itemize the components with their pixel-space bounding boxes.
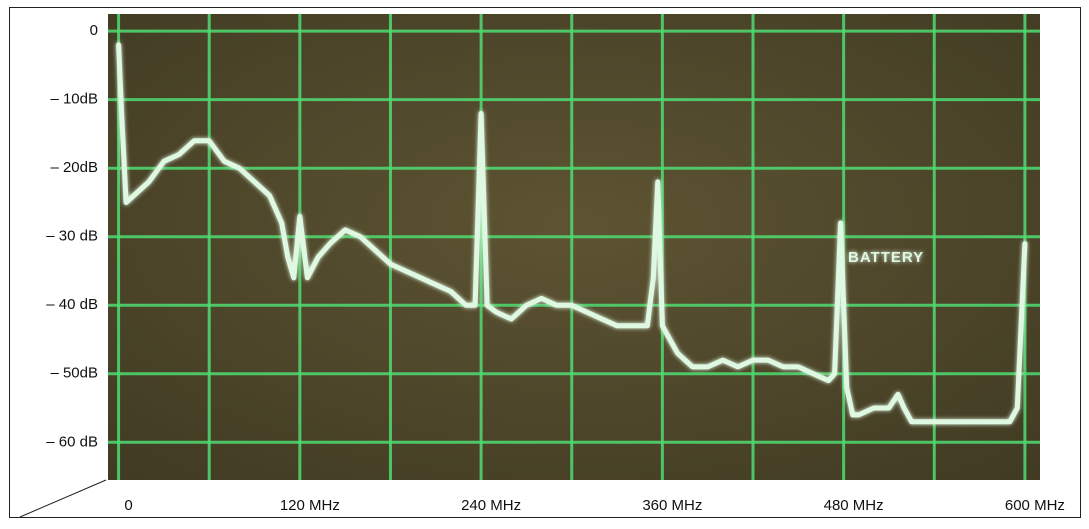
- x-tick-label: 240 MHz: [461, 497, 521, 514]
- y-tick-label: – 30 dB: [46, 228, 98, 245]
- y-tick-label: – 60 dB: [46, 433, 98, 450]
- plot: [116, 42, 1028, 425]
- y-tick-label: – 40 dB: [46, 296, 98, 313]
- x-tick-label: 120 MHz: [280, 497, 340, 514]
- y-tick-label: – 10dB: [50, 91, 98, 108]
- corner-line: [19, 479, 107, 518]
- x-tick-label: 0: [124, 497, 132, 514]
- trace: [116, 42, 1028, 425]
- y-tick-label: 0: [90, 22, 98, 39]
- x-tick-label: 600 MHz: [1005, 497, 1065, 514]
- frame: [9, 7, 1081, 518]
- y-tick-label: – 20dB: [50, 159, 98, 176]
- x-tick-label: 360 MHz: [642, 497, 702, 514]
- x-tick-label: 480 MHz: [824, 497, 884, 514]
- y-tick-label: – 50dB: [50, 365, 98, 382]
- screen: [108, 14, 1040, 480]
- annotation: BATTERY: [848, 249, 924, 266]
